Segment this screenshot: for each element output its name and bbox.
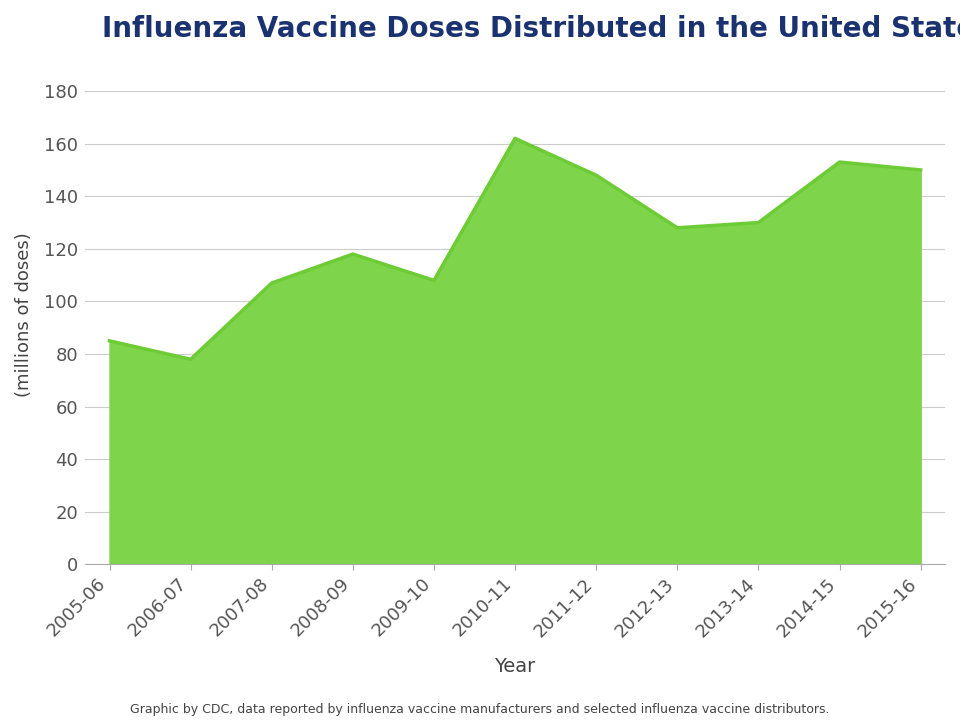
Text: Graphic by CDC, data reported by influenza vaccine manufacturers and selected in: Graphic by CDC, data reported by influen… — [131, 703, 829, 716]
X-axis label: Year: Year — [494, 657, 536, 676]
Text: Influenza Vaccine Doses Distributed in the United States, By Season: Influenza Vaccine Doses Distributed in t… — [103, 15, 960, 43]
Y-axis label: (millions of doses): (millions of doses) — [15, 232, 33, 397]
